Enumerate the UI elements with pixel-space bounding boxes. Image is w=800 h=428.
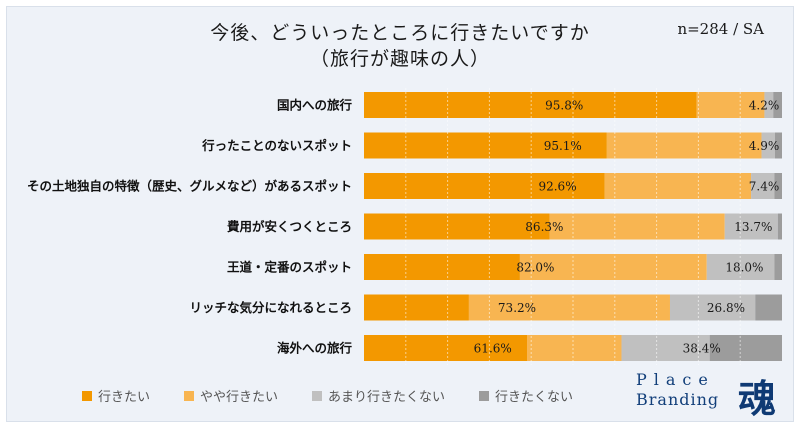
legend-item-2: あまり行きたくない (312, 386, 445, 405)
negative-total-label-5: 26.8% (707, 301, 745, 315)
bar-segment-6-2 (621, 335, 710, 361)
positive-total-label-4: 82.0% (516, 261, 554, 275)
bar-segment-2-3 (774, 173, 782, 199)
bar-segment-1-3 (774, 132, 782, 159)
bar-segment-1-2 (761, 132, 775, 159)
legend-swatch-1 (184, 390, 195, 401)
place-branding-logo: Place Branding 魂 (636, 368, 776, 421)
legend-label-0: 行きたい (98, 390, 151, 405)
legend-swatch-0 (82, 390, 92, 401)
positive-total-label-0: 95.8% (545, 99, 583, 113)
bar-segment-2-2 (751, 173, 775, 199)
positive-total-label-3: 86.3% (525, 220, 563, 234)
bar-segment-6-3 (709, 335, 782, 361)
legend-label-2: あまり行きたくない (328, 390, 446, 405)
negative-total-label-3: 13.7% (734, 220, 772, 234)
logo-text-place: Place (636, 370, 715, 389)
sample-size-note: n=284 / SA (677, 20, 764, 38)
bar-segment-3-3 (777, 213, 782, 240)
legend-item-1: やや行きたい (184, 386, 278, 405)
logo-kanji: 魂 (737, 377, 776, 421)
bar-segment-4-0 (364, 254, 520, 280)
negative-total-label-6: 38.4% (683, 342, 721, 356)
category-label-0: 国内への旅行 (277, 98, 353, 113)
positive-total-label-2: 92.6% (538, 180, 576, 194)
bar-segment-3-0 (364, 213, 550, 240)
bar-segment-4-2 (706, 254, 775, 280)
category-label-6: 海外への旅行 (277, 341, 353, 356)
category-label-3: 費用が安くつくところ (227, 219, 352, 234)
bar-segment-5-0 (364, 294, 469, 321)
category-label-1: 行ったことのないスポット (201, 138, 352, 153)
positive-total-label-5: 73.2% (498, 301, 536, 315)
chart-subtitle: （旅行が趣味の人） (309, 48, 490, 70)
bar-segment-3-2 (724, 213, 778, 240)
bar-segment-2-1 (604, 173, 752, 199)
positive-total-label-1: 95.1% (544, 139, 582, 153)
bar-segment-6-1 (527, 335, 622, 361)
bar-segment-0-1 (696, 92, 765, 118)
bar-segment-0-3 (773, 92, 782, 118)
legend-item-3: 行きたくない (479, 386, 573, 405)
category-label-4: 王道・定番のスポット (227, 260, 352, 275)
negative-total-label-0: 4.2% (749, 99, 780, 113)
legend-label-3: 行きたくない (495, 390, 574, 405)
legend-label-1: やや行きたい (200, 390, 279, 405)
negative-total-label-1: 4.9% (749, 139, 780, 153)
bar-segment-2-0 (364, 173, 605, 199)
logo-text-branding: Branding (636, 390, 720, 409)
chart-title: 今後、どういったところに行きたいですか (210, 22, 590, 44)
chart-legend: 行きたい やや行きたい あまり行きたくない 行きたくない (82, 386, 573, 405)
bar-segment-4-1 (519, 254, 707, 280)
bar-segment-1-0 (364, 132, 607, 159)
bar-segment-6-0 (364, 335, 528, 361)
legend-swatch-3 (479, 390, 490, 401)
legend-swatch-2 (312, 390, 323, 401)
category-label-2: その土地独自の特徴（歴史、グルメなど）があるスポット (27, 179, 352, 194)
bar-segment-3-1 (549, 213, 725, 240)
negative-total-label-2: 7.4% (749, 180, 780, 194)
bar-segment-0-0 (364, 92, 697, 118)
legend-item-0: 行きたい (82, 386, 150, 405)
positive-total-label-6: 61.6% (474, 342, 512, 356)
bar-segment-4-3 (774, 254, 782, 280)
bar-segment-5-3 (755, 294, 782, 321)
negative-total-label-4: 18.0% (725, 261, 763, 275)
bar-segment-1-1 (606, 132, 762, 159)
bar-segment-5-2 (669, 294, 756, 321)
bar-segment-0-2 (764, 92, 774, 118)
category-label-5: リッチな気分になれるところ (189, 300, 352, 315)
bar-segment-5-1 (468, 294, 670, 321)
